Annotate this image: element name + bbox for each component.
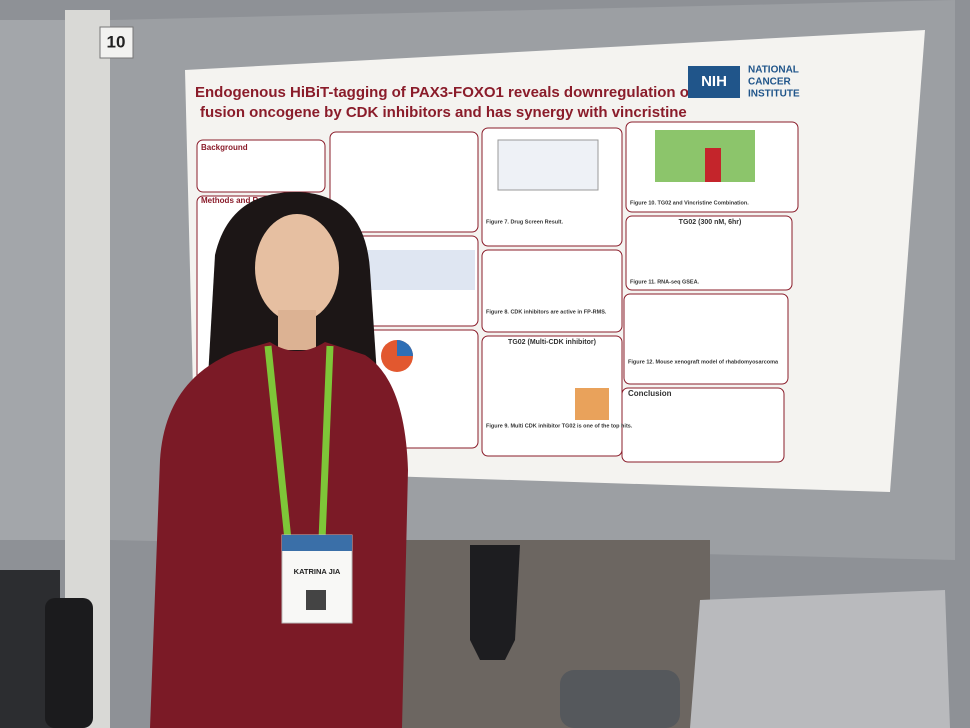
- caption: Figure 10. TG02 and Vincristine Combinat…: [630, 200, 749, 206]
- badge-qr: [306, 590, 326, 610]
- section-heading: Methods and Results: [201, 196, 282, 205]
- person: KATRINA JIA: [150, 191, 408, 728]
- heatmap-cell: [705, 148, 721, 182]
- left-panel: [0, 20, 75, 540]
- poster-figures: [355, 130, 755, 420]
- lanyard: [264, 345, 334, 541]
- nih-mark: NIH: [701, 73, 727, 90]
- panel: [329, 131, 479, 233]
- bottle: [45, 598, 93, 728]
- caption: Figure 12. Mouse xenograft model of rhab…: [628, 359, 779, 365]
- nih-name: NATIONAL: [748, 65, 799, 76]
- pie-slice: [397, 340, 413, 356]
- caption: Figure 8. CDK inhibitors are active in F…: [486, 309, 607, 315]
- bar-figure: [575, 388, 609, 420]
- sweater: [150, 342, 408, 728]
- track-figure: [355, 250, 475, 290]
- nih-logo: [688, 66, 740, 98]
- face: [255, 214, 339, 322]
- section-heading: Background: [201, 143, 248, 152]
- nih-name: CANCER: [748, 77, 792, 88]
- panel: [481, 249, 623, 333]
- background-person-legs: [470, 545, 520, 660]
- panel: [625, 215, 793, 291]
- poster-title: Endogenous HiBiT-tagging of PAX3-FOXO1 r…: [195, 84, 721, 101]
- nih-name: INSTITUTE: [748, 89, 800, 100]
- booth-number-card: [99, 26, 134, 59]
- panel: [196, 139, 326, 193]
- chair: [690, 590, 950, 728]
- poster-title: fusion oncogene by CDK inhibitors and ha…: [200, 104, 687, 121]
- panel: [623, 293, 789, 385]
- section-heading: Conclusion: [628, 389, 672, 398]
- neck: [278, 310, 316, 350]
- figure-title: TG02 (Multi-CDK inhibitor): [508, 339, 596, 346]
- booth-number: 10: [107, 32, 126, 51]
- caption: Figure 9. Multi CDK inhibitor TG02 is on…: [486, 423, 633, 429]
- scatter-figure: [497, 139, 599, 191]
- badge-name: KATRINA JIA: [294, 567, 341, 576]
- figure-title: TG02 (300 nM, 6hr): [679, 219, 742, 226]
- panel: [621, 387, 785, 463]
- badge-header: [282, 535, 352, 551]
- backpack: [560, 670, 680, 728]
- caption: Figure 11. RNA-seq GSEA.: [630, 279, 700, 285]
- caption: Figure 7. Drug Screen Result.: [486, 219, 563, 225]
